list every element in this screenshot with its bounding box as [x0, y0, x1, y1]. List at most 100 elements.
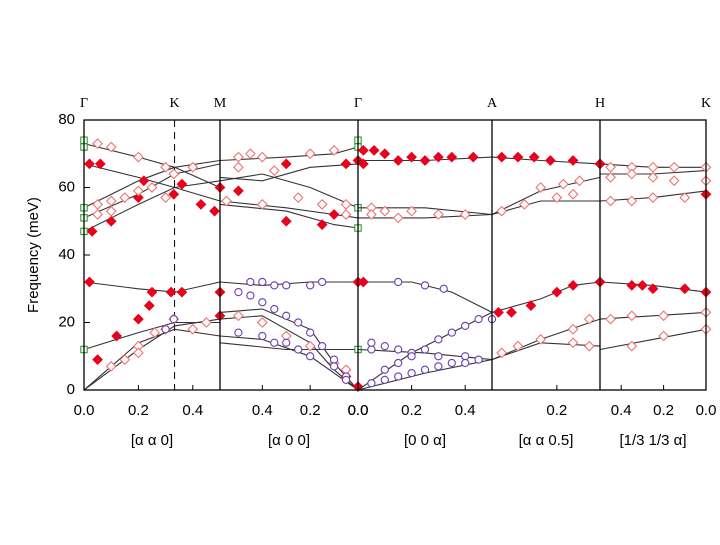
- data-point: [357, 144, 369, 156]
- data-point: [258, 298, 267, 307]
- data-point: [493, 306, 504, 318]
- data-point: [256, 317, 268, 328]
- data-point: [195, 198, 207, 210]
- data-point: [341, 375, 351, 385]
- dispersion-curve: [219, 173, 359, 209]
- data-point: [329, 355, 339, 364]
- data-point: [447, 358, 456, 368]
- x-tick-label: 0.4: [611, 402, 632, 419]
- data-point: [234, 328, 243, 337]
- data-point: [201, 317, 212, 328]
- y-tick-label: 80: [58, 111, 75, 128]
- data-point: [133, 313, 144, 325]
- data-point: [419, 155, 431, 166]
- dispersion-curve: [83, 159, 221, 209]
- dispersion-curve: [599, 311, 707, 320]
- data-point: [244, 148, 256, 160]
- y-tick-label: 40: [58, 246, 75, 263]
- data-point: [574, 175, 585, 187]
- dispersion-curve: [491, 176, 601, 215]
- data-point: [528, 151, 540, 163]
- x-axis-label: [α α 0.5]: [519, 432, 574, 449]
- data-point: [160, 192, 171, 204]
- data-point: [605, 195, 616, 207]
- data-point: [626, 168, 638, 180]
- data-point: [637, 279, 648, 291]
- data-point: [392, 155, 404, 166]
- data-point: [105, 195, 117, 207]
- data-point: [647, 171, 659, 183]
- data-point: [535, 182, 547, 193]
- dispersion-curve: [358, 281, 493, 313]
- data-point: [92, 354, 103, 366]
- data-point: [149, 327, 161, 339]
- data-point: [92, 198, 103, 210]
- x-tick-label: 0.0: [348, 402, 369, 419]
- y-tick-label: 0: [67, 381, 75, 398]
- data-point: [658, 310, 669, 322]
- data-point: [282, 311, 291, 320]
- data-point: [340, 158, 352, 170]
- data-point: [270, 281, 279, 290]
- data-point: [367, 379, 376, 388]
- data-point: [329, 362, 339, 371]
- data-point: [258, 331, 267, 341]
- x-tick-label: 0.0: [696, 402, 717, 419]
- data-point: [647, 283, 659, 295]
- data-point: [246, 277, 255, 287]
- data-point: [406, 151, 417, 163]
- data-point: [545, 155, 556, 166]
- data-point: [84, 276, 95, 288]
- data-point: [270, 304, 279, 314]
- data-point: [119, 354, 131, 366]
- data-point: [105, 205, 117, 217]
- data-point: [168, 188, 180, 200]
- symmetry-label: A: [487, 96, 498, 111]
- data-point: [92, 138, 103, 150]
- data-point: [306, 281, 315, 290]
- data-point: [294, 345, 303, 354]
- data-point: [176, 286, 188, 298]
- dispersion-curve: [83, 318, 221, 391]
- data-point: [268, 165, 280, 177]
- x-tick-label: 0.2: [401, 402, 422, 419]
- data-point: [316, 219, 328, 231]
- data-point: [380, 375, 389, 385]
- dispersion-curve: [358, 213, 493, 219]
- data-point: [246, 291, 255, 300]
- symmetry-label: K: [170, 96, 180, 111]
- dispersion-curve: [219, 203, 359, 229]
- data-point: [187, 161, 199, 173]
- data-point: [379, 205, 391, 217]
- data-point: [474, 314, 483, 324]
- symmetry-label: Γ: [80, 96, 88, 111]
- data-point: [394, 358, 403, 368]
- data-point: [567, 279, 579, 291]
- dispersion-curve: [83, 328, 221, 391]
- data-point: [292, 192, 304, 204]
- data-point: [434, 362, 443, 371]
- data-point: [668, 161, 680, 173]
- data-point: [626, 310, 638, 322]
- data-point: [583, 313, 595, 325]
- data-point: [366, 209, 377, 220]
- data-point: [317, 341, 327, 351]
- data-point: [512, 340, 524, 352]
- data-point: [317, 277, 327, 287]
- data-point: [394, 372, 403, 381]
- x-axis-label: [1/3 1/3 α]: [619, 432, 686, 449]
- symmetry-label: K: [701, 96, 711, 111]
- data-point: [525, 300, 537, 312]
- data-point: [256, 198, 268, 210]
- data-point: [496, 205, 508, 217]
- data-point: [304, 340, 316, 352]
- data-point: [165, 286, 177, 298]
- data-point: [280, 215, 292, 227]
- data-point: [306, 352, 315, 361]
- data-point: [160, 161, 171, 173]
- data-point: [233, 185, 244, 197]
- data-point: [86, 225, 98, 237]
- data-point: [84, 158, 95, 170]
- dispersion-curve: [599, 328, 707, 351]
